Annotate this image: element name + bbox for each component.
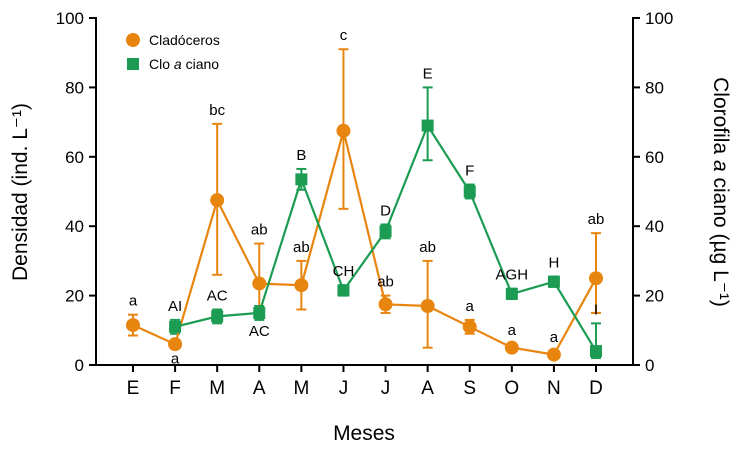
cladoceros-point bbox=[420, 299, 435, 314]
cladoceros-sig-label: a bbox=[508, 322, 517, 339]
clo-a-ciano-point bbox=[379, 225, 392, 238]
clo-a-ciano-sig-label: F bbox=[465, 163, 474, 180]
y-tick-label-right: 60 bbox=[645, 148, 664, 167]
axes-layer: 0 0 20 20 40 40 60 60 80 80 100 100 E F M A M J J A S O N D bbox=[56, 9, 674, 399]
clo-a-ciano-point bbox=[547, 275, 560, 288]
clo-a-ciano-sig-label: B bbox=[296, 147, 306, 164]
y-tick-label-right: 0 bbox=[645, 356, 654, 375]
legend-marker-1 bbox=[126, 33, 140, 47]
error-bars-layer bbox=[128, 48, 601, 360]
x-tick-label: S bbox=[463, 378, 476, 399]
clo-a-ciano-sig-label: AGH bbox=[496, 267, 529, 284]
cladoceros-point bbox=[546, 347, 561, 362]
cladoceros-point bbox=[462, 319, 477, 334]
y-tick-label-right: 20 bbox=[645, 287, 664, 306]
y-tick-label-right: 40 bbox=[645, 217, 664, 236]
cladoceros-point bbox=[252, 276, 267, 291]
x-tick-label: D bbox=[589, 378, 603, 399]
cladoceros-sig-label: a bbox=[466, 298, 475, 315]
y-tick-label-left: 60 bbox=[65, 148, 84, 167]
clo-a-ciano-sig-label: CH bbox=[333, 263, 355, 280]
cladoceros-point bbox=[168, 337, 183, 352]
clo-a-ciano-point bbox=[505, 287, 518, 300]
cladoceros-point bbox=[294, 278, 309, 293]
x-tick-label: N bbox=[547, 378, 561, 399]
cladoceros-sig-label: a bbox=[171, 351, 180, 368]
x-tick-label: O bbox=[504, 378, 519, 399]
clo-a-ciano-sig-label: I bbox=[594, 301, 598, 318]
cladoceros-sig-label: a bbox=[550, 329, 559, 346]
y-tick-label-left: 80 bbox=[65, 78, 84, 97]
cladoceros-sig-label: a bbox=[129, 293, 138, 310]
y-tick-label-left: 40 bbox=[65, 217, 84, 236]
clo-a-ciano-point bbox=[295, 173, 308, 186]
clo-a-ciano-point bbox=[463, 185, 476, 198]
x-tick-label: M bbox=[209, 378, 225, 399]
legend-label-1: Cladóceros bbox=[149, 32, 220, 48]
cladoceros-point bbox=[336, 123, 351, 138]
legend-label-2: Clo a ciano bbox=[149, 56, 219, 72]
legend-marker-2 bbox=[127, 58, 139, 70]
cladoceros-sig-label: ab bbox=[293, 239, 310, 256]
x-axis-title: Meses bbox=[333, 422, 395, 445]
x-tick-label: F bbox=[169, 378, 181, 399]
clo-a-ciano-sig-label: AC bbox=[249, 323, 270, 340]
cladoceros-point bbox=[378, 297, 393, 312]
y-tick-label-left: 0 bbox=[75, 356, 84, 375]
y-axis-title-left: Densidad (ind. L⁻¹) bbox=[9, 103, 32, 281]
y-tick-label-left: 100 bbox=[56, 9, 84, 28]
legend: Cladóceros Clo a ciano bbox=[126, 32, 220, 72]
clo-a-ciano-point bbox=[169, 320, 182, 333]
clo-a-ciano-point bbox=[421, 119, 434, 132]
cladoceros-sig-label: bc bbox=[209, 102, 225, 119]
clo-a-ciano-sig-label: H bbox=[548, 255, 559, 272]
clo-a-ciano-sig-label: E bbox=[423, 65, 433, 82]
clo-a-ciano-sig-label: AI bbox=[168, 298, 182, 315]
cladoceros-line bbox=[132, 130, 597, 356]
cladoceros-point bbox=[589, 271, 603, 286]
cladoceros-sig-label: ab bbox=[419, 239, 436, 256]
x-tick-label: A bbox=[421, 378, 434, 399]
y-tick-label-left: 20 bbox=[65, 287, 84, 306]
x-tick-label: M bbox=[293, 378, 309, 399]
x-tick-label: A bbox=[253, 378, 266, 399]
y-tick-label-right: 80 bbox=[645, 78, 664, 97]
y-axis-title-right: Clorofila a ciano (µg L⁻¹) bbox=[709, 77, 732, 307]
x-tick-label: J bbox=[339, 378, 349, 399]
cladoceros-point bbox=[210, 193, 225, 208]
cladoceros-sig-label: ab bbox=[251, 222, 268, 239]
cladoceros-sig-label: ab bbox=[377, 274, 394, 291]
x-tick-label: E bbox=[127, 378, 140, 399]
y-tick-label-right: 100 bbox=[645, 9, 673, 28]
x-tick-label: J bbox=[381, 378, 391, 399]
series-layer bbox=[126, 119, 603, 362]
clo-a-ciano-point bbox=[211, 310, 224, 323]
clo-a-ciano-sig-label: D bbox=[380, 202, 391, 219]
cladoceros-sig-label: ab bbox=[588, 211, 605, 228]
clo-a-ciano-point bbox=[590, 345, 602, 358]
clo-a-ciano-point bbox=[337, 284, 350, 297]
clo-a-ciano-sig-label: AC bbox=[207, 287, 228, 304]
cladoceros-sig-label: c bbox=[340, 27, 348, 44]
clo-a-ciano-point bbox=[253, 306, 266, 319]
cladoceros-point bbox=[504, 340, 519, 355]
cladoceros-point bbox=[126, 318, 140, 333]
